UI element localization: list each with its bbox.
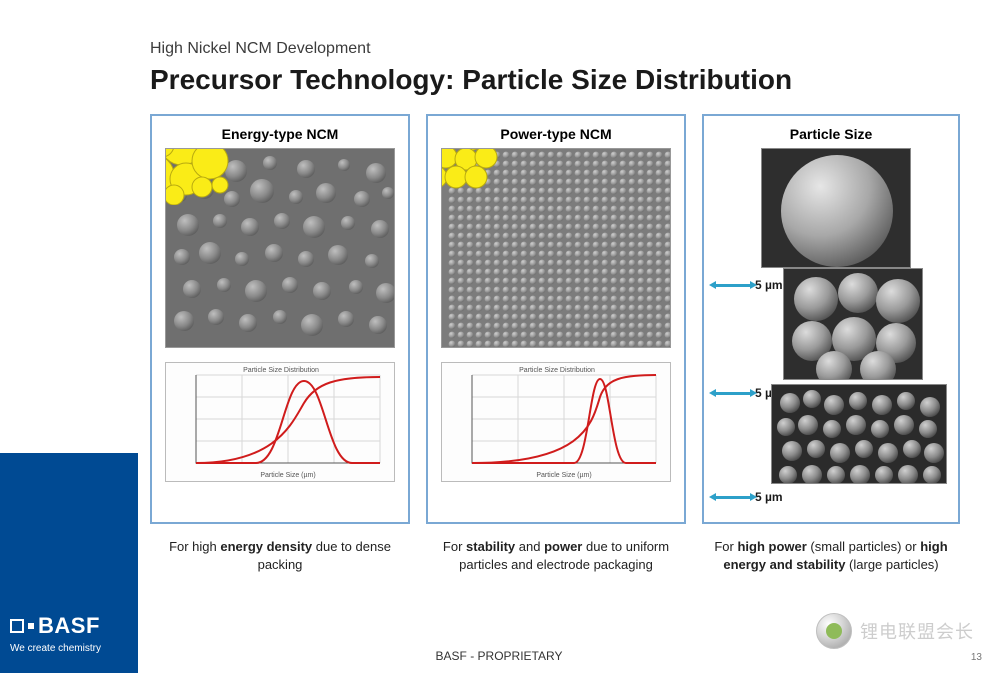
slide: BASF We create chemistry High Nickel NCM…	[0, 0, 998, 673]
ps-image-medium	[783, 268, 923, 380]
svg-text:Particle Size Distribution: Particle Size Distribution	[519, 367, 595, 374]
content-area: High Nickel NCM Development Precursor Te…	[150, 40, 978, 653]
watermark: 锂电联盟会长	[816, 613, 974, 649]
title: Precursor Technology: Particle Size Dist…	[150, 64, 978, 96]
brand-text: BASF	[38, 613, 100, 639]
energy-sem-image	[165, 148, 395, 348]
ps-image-small	[771, 384, 947, 484]
caption-row: For high energy density due to dense pac…	[150, 524, 978, 573]
supertitle: High Nickel NCM Development	[150, 40, 978, 58]
panel-power: Power-type NCM Particle Size Distributio…	[426, 114, 686, 524]
caption-size: For high power (small particles) or high…	[702, 538, 960, 573]
panel-power-title: Power-type NCM	[500, 126, 611, 142]
svg-text:Particle Size (µm): Particle Size (µm)	[536, 472, 591, 479]
particle-size-stack: 5 µm 5 µm 5 µm	[715, 148, 947, 514]
power-psd-chart: Particle Size Distribution Particle Size …	[441, 362, 671, 482]
scale-arrow-1: 5 µm	[715, 278, 783, 292]
scale-label-3: 5 µm	[755, 490, 783, 504]
svg-text:Particle Size (µm): Particle Size (µm)	[260, 472, 315, 479]
ps-image-large	[761, 148, 911, 268]
panel-row: Energy-type NCM Particle Size Distributi…	[150, 114, 978, 524]
power-sem-image	[441, 148, 671, 348]
panel-particle-size: Particle Size 5 µm 5 µm 5 µm	[702, 114, 960, 524]
footer-confidentiality: BASF - PROPRIETARY	[0, 649, 998, 663]
page-number: 13	[971, 652, 982, 663]
watermark-icon	[816, 613, 852, 649]
panel-size-title: Particle Size	[790, 126, 873, 142]
scale-label-1: 5 µm	[755, 278, 783, 292]
scale-arrow-3: 5 µm	[715, 490, 783, 504]
panel-energy-title: Energy-type NCM	[222, 126, 339, 142]
energy-psd-chart: Particle Size Distribution Particle Size …	[165, 362, 395, 482]
svg-text:Particle Size Distribution: Particle Size Distribution	[243, 367, 319, 374]
energy-yellow-cluster-icon	[165, 148, 232, 205]
watermark-text: 锂电联盟会长	[860, 618, 974, 644]
caption-energy: For high energy density due to dense pac…	[150, 538, 410, 573]
panel-energy: Energy-type NCM Particle Size Distributi…	[150, 114, 410, 524]
caption-power: For stability and power due to uniform p…	[426, 538, 686, 573]
power-yellow-cluster-icon	[441, 148, 512, 209]
